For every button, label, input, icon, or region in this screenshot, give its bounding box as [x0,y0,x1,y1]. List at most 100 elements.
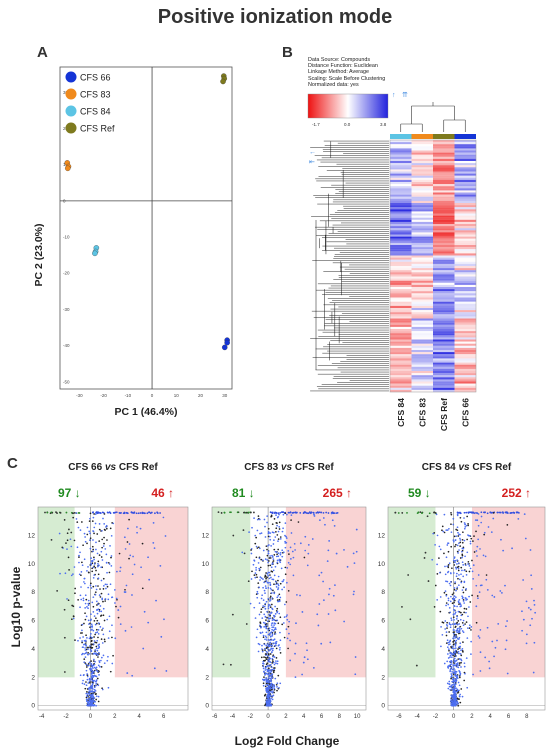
volcano-point [318,603,321,605]
volcano-point [112,522,115,525]
heatmap-cell [433,318,455,321]
volcano-point [271,578,274,581]
volcano-point [86,675,89,678]
volcano-point [86,637,88,639]
volcano-point [89,635,92,638]
volcano-point [397,512,400,514]
volcano-point [276,596,279,599]
volcano-point [327,613,330,615]
volcano-point [102,614,105,617]
heatmap-cell [454,144,477,147]
volcano-point [272,647,274,650]
heatmap-cell [433,148,455,151]
volcano-point [279,536,282,538]
volcano-point [469,567,472,570]
heatmap-cell [433,171,455,174]
volcano-point [93,666,96,669]
volcano-point [94,660,96,663]
volcano-point [261,559,264,562]
volcano-point [472,564,475,567]
volcano-point [273,539,275,541]
heatmap-cell [411,184,434,187]
heatmap-cell [454,350,477,353]
volcano-point [75,518,78,520]
volcano-point [460,649,462,652]
volcano-point [453,696,456,698]
volcano-point [466,637,469,639]
volcano-point [97,633,100,635]
volcano-point [101,511,104,514]
volcano-x-tick-label: 6 [320,714,324,720]
volcano-point [268,675,271,678]
volcano-point [304,535,307,538]
collapse-arrow-icon[interactable]: ↑ [392,92,396,99]
row-expand-icon[interactable]: ⇤ [309,159,315,166]
volcano-point [479,670,482,672]
volcano-point [266,662,269,665]
volcano-point [97,511,99,514]
volcano-point [94,684,97,687]
heatmap-cell [433,211,455,214]
heatmap-cell [454,213,477,216]
heatmap-cell [454,167,477,170]
volcano-point [96,653,99,656]
volcano-point [258,602,261,604]
volcano-point [459,642,462,645]
heatmap-cell [433,217,455,220]
volcano-point [272,670,275,672]
volcano-point [487,526,490,528]
volcano-point [271,698,274,701]
volcano-point [479,548,481,550]
volcano-point [264,602,267,605]
volcano-point [462,600,465,602]
volcano-point [480,511,483,514]
volcano-point [315,511,318,514]
volcano-point [86,704,88,707]
volcano-point [272,589,274,592]
volcano-point [83,658,86,660]
volcano-point [94,700,96,703]
volcano-point [114,589,116,591]
row-collapse-icon[interactable]: ← [309,149,316,156]
heatmap-cell [411,261,434,264]
volcano-point [107,593,110,596]
volcano-point [90,664,93,666]
heatmap-cell [390,257,412,260]
expand-arrow-icon[interactable]: ⇈ [402,91,408,99]
column-dendrogram [400,102,466,132]
volcano-point [102,627,104,630]
heatmap-cell [390,381,412,384]
volcano-point [290,519,292,521]
volcano-point [95,628,98,631]
volcano-point [275,551,278,554]
heatmap-cell [433,163,455,166]
volcano-point [265,577,267,580]
volcano-point [279,616,282,619]
volcano-point [281,580,284,583]
volcano-point [270,690,272,693]
volcano-point [266,620,269,623]
column-color-swatch [411,134,433,139]
volcano-point [452,559,455,562]
volcano-point [267,587,270,589]
volcano-point [81,682,84,685]
heatmap-cell [454,224,477,227]
heatmap-cell [433,245,455,248]
volcano-point [476,519,479,522]
volcano-point [257,582,260,584]
heatmap-cell [433,196,455,199]
heatmap-cell [390,387,412,390]
volcano-point [98,651,100,654]
volcano-point [266,648,269,650]
volcano-point [443,531,446,534]
pca-legend-marker [65,122,77,134]
volcano-point [455,567,458,570]
volcano-point [277,555,280,558]
volcano-point [91,701,94,704]
heatmap-cell [454,228,477,231]
heatmap-cell [411,371,434,374]
volcano-point [448,660,451,663]
heatmap-cell [390,261,412,264]
heatmap-cell [390,217,412,220]
volcano-point [458,658,461,660]
